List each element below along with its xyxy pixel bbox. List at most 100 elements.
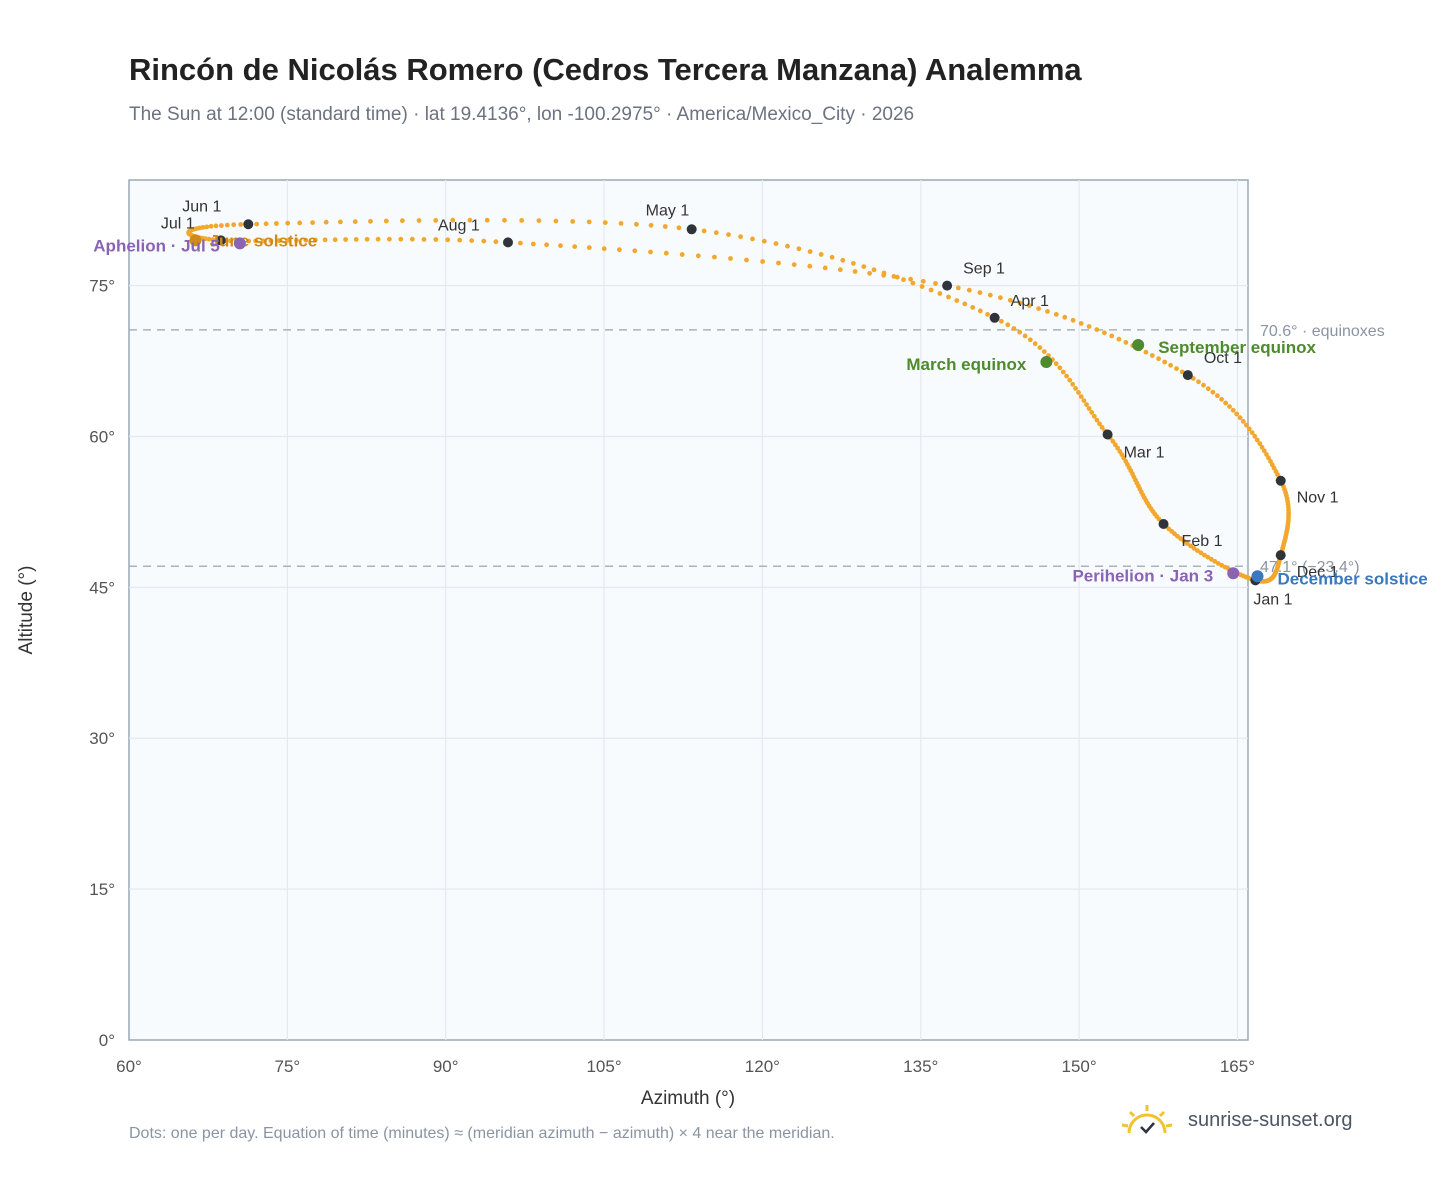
daily-sun-dot [1257,441,1263,446]
daily-sun-dot [837,267,843,273]
daily-sun-dot [416,218,422,223]
daily-sun-dot [323,219,329,225]
daily-sun-dot [829,254,835,260]
daily-sun-dot [433,218,439,223]
event-label: September equinox [1158,338,1316,357]
daily-sun-dot [238,222,244,227]
daily-sun-dot [726,232,731,238]
daily-sun-dot [450,217,456,223]
daily-sun-dot [679,252,685,257]
daily-sun-dot [1102,330,1107,336]
y-axis-title: Altitude (°) [16,566,37,655]
daily-sun-dot [851,261,856,266]
x-tick-label: 60° [116,1057,142,1076]
daily-sun-dot [728,256,733,261]
daily-sun-dot [1011,326,1017,331]
daily-sun-dot [1116,336,1122,342]
daily-sun-dot [946,294,951,300]
daily-sun-dot [861,264,867,269]
daily-sun-dot [368,218,373,224]
daily-sun-dot [536,218,542,224]
month-label: Dec 1 [1297,564,1339,581]
daily-sun-dot [254,221,260,227]
daily-sun-dot [1032,341,1038,347]
daily-sun-dot [1191,545,1197,551]
daily-sun-dot [383,218,389,224]
month-label: Feb 1 [1182,533,1223,550]
daily-sun-dot [1188,543,1193,549]
daily-sun-dot [433,237,439,242]
month-label: Apr 1 [1011,293,1049,310]
daily-sun-dot [263,221,269,227]
daily-sun-dot [1198,550,1204,556]
daily-sun-dot [1110,438,1116,444]
y-tick-label: 45° [89,578,115,597]
daily-sun-dot [1017,300,1023,306]
daily-sun-dot [231,222,237,228]
daily-sun-dot [1261,448,1267,454]
daily-sun-dot [840,257,846,263]
daily-sun-dot [1259,444,1265,450]
daily-sun-dot [1037,345,1043,350]
daily-sun-dot [712,254,717,260]
daily-sun-dot [297,220,303,226]
daily-sun-dot [518,240,523,246]
daily-sun-dot [954,298,960,303]
event-marker [1251,570,1264,583]
daily-sun-dot [1022,333,1028,339]
daily-sun-dot [1219,396,1224,402]
month-label: Jan 1 [1253,591,1292,608]
month-marker [1158,519,1169,529]
event-marker [1227,567,1240,580]
y-tick-label: 30° [89,729,115,748]
daily-sun-dot [908,276,913,282]
daily-sun-dot [519,218,525,223]
month-marker [686,224,697,235]
daily-sun-dot [1094,327,1100,332]
daily-sun-dot [210,237,216,243]
daily-sun-dot [1162,359,1168,365]
daily-sun-dot [601,246,607,252]
daily-sun-dot [1053,361,1059,367]
daily-sun-dot [701,228,707,234]
month-marker [1182,370,1193,381]
y-tick-label: 0° [99,1031,115,1050]
daily-sun-dot [213,223,219,229]
month-label: May 1 [646,202,690,219]
daily-sun-dot [294,238,299,243]
daily-sun-dot [445,237,451,243]
daily-sun-dot [999,318,1004,324]
daily-sun-dot [1017,329,1023,335]
reference-line-label: 47.1° (−23.4°) [1260,559,1360,576]
daily-sun-dot [970,305,976,310]
x-tick-label: 165° [1220,1057,1255,1076]
daily-sun-dot [484,217,490,223]
daily-sun-dot [713,230,719,236]
y-tick-label: 15° [89,880,115,899]
daily-sun-dot [1149,353,1155,358]
daily-sun-dot [871,267,877,273]
brand-logo[interactable]: sunrise-sunset.org [1120,1103,1353,1137]
daily-sun-dot [617,247,622,253]
daily-sun-dot [204,224,210,230]
daily-sun-dot [796,246,802,252]
x-tick-label: 90° [433,1057,459,1076]
daily-sun-dot [1041,349,1047,354]
daily-sun-dot [1237,415,1243,421]
daily-sun-dot [338,219,343,225]
axis-ticks: 60° 75° 90° 105° 120° 135° 150° 165° 0° 15° 30° 45°… [89,277,1255,1076]
daily-sun-dot [1168,362,1173,368]
daily-sun-dot [1027,337,1033,343]
daily-sun-dot [502,217,507,223]
daily-sun-dot [985,312,990,317]
daily-sun-dot [1246,426,1252,432]
daily-sun-dot [1109,333,1115,339]
month-label: Aug 1 [438,217,480,234]
daily-sun-dot [977,290,983,295]
daily-sun-dot [353,237,359,242]
brand-text: sunrise-sunset.org [1188,1108,1353,1131]
daily-sun-dot [530,241,536,247]
daily-sun-dot [246,238,252,244]
daily-sun-dot [1240,419,1246,424]
daily-sun-dot [312,237,318,243]
